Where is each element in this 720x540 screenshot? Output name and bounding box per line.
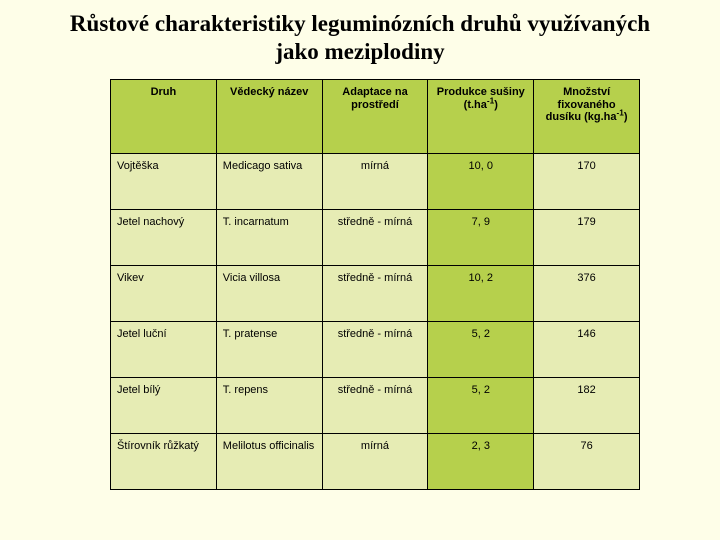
page-title: Růstové charakteristiky leguminózních dr…	[0, 0, 720, 69]
table-row: Vojtěška Medicago sativa mírná 10, 0 170	[111, 154, 640, 210]
col-header-production-suffix: )	[494, 99, 498, 111]
cell-production: 5, 2	[428, 322, 534, 378]
col-header-adaptation: Adaptace na prostředí	[322, 80, 428, 154]
cell-fixation: 146	[534, 322, 640, 378]
cell-adaptation: mírná	[322, 434, 428, 490]
cell-scientific: Melilotus officinalis	[216, 434, 322, 490]
table-header-row: Druh Vědecký název Adaptace na prostředí…	[111, 80, 640, 154]
cell-production: 7, 9	[428, 210, 534, 266]
cell-adaptation: středně - mírná	[322, 210, 428, 266]
col-header-scientific: Vědecký název	[216, 80, 322, 154]
cell-druh: Vojtěška	[111, 154, 217, 210]
cell-scientific: Vicia villosa	[216, 266, 322, 322]
cell-fixation: 182	[534, 378, 640, 434]
cell-druh: Štírovník růžkatý	[111, 434, 217, 490]
cell-fixation: 179	[534, 210, 640, 266]
cell-adaptation: středně - mírná	[322, 266, 428, 322]
legume-table: Druh Vědecký název Adaptace na prostředí…	[110, 79, 640, 490]
cell-fixation: 376	[534, 266, 640, 322]
cell-production: 5, 2	[428, 378, 534, 434]
cell-druh: Jetel bílý	[111, 378, 217, 434]
table-row: Jetel luční T. pratense středně - mírná …	[111, 322, 640, 378]
cell-production: 2, 3	[428, 434, 534, 490]
cell-druh: Jetel luční	[111, 322, 217, 378]
col-header-fixation-prefix: Množství fixovaného dusíku (kg.ha	[546, 86, 617, 123]
cell-fixation: 170	[534, 154, 640, 210]
cell-scientific: T. pratense	[216, 322, 322, 378]
cell-production: 10, 2	[428, 266, 534, 322]
title-line-1: Růstové charakteristiky leguminózních dr…	[70, 11, 650, 36]
cell-scientific: T. repens	[216, 378, 322, 434]
cell-production: 10, 0	[428, 154, 534, 210]
col-header-druh: Druh	[111, 80, 217, 154]
cell-scientific: T. incarnatum	[216, 210, 322, 266]
col-header-fixation: Množství fixovaného dusíku (kg.ha-1)	[534, 80, 640, 154]
col-header-fixation-sup: -1	[617, 109, 624, 118]
col-header-production-prefix: Produkce sušiny (t.ha	[437, 86, 525, 111]
cell-fixation: 76	[534, 434, 640, 490]
cell-adaptation: mírná	[322, 154, 428, 210]
col-header-production: Produkce sušiny (t.ha-1)	[428, 80, 534, 154]
title-line-2: jako meziplodiny	[275, 39, 444, 64]
col-header-fixation-suffix: )	[624, 111, 628, 123]
table-container: Druh Vědecký název Adaptace na prostředí…	[0, 69, 720, 490]
table-row: Štírovník růžkatý Melilotus officinalis …	[111, 434, 640, 490]
cell-adaptation: středně - mírná	[322, 322, 428, 378]
table-row: Jetel nachový T. incarnatum středně - mí…	[111, 210, 640, 266]
cell-adaptation: středně - mírná	[322, 378, 428, 434]
cell-druh: Jetel nachový	[111, 210, 217, 266]
table-row: Jetel bílý T. repens středně - mírná 5, …	[111, 378, 640, 434]
cell-scientific: Medicago sativa	[216, 154, 322, 210]
cell-druh: Vikev	[111, 266, 217, 322]
table-row: Vikev Vicia villosa středně - mírná 10, …	[111, 266, 640, 322]
